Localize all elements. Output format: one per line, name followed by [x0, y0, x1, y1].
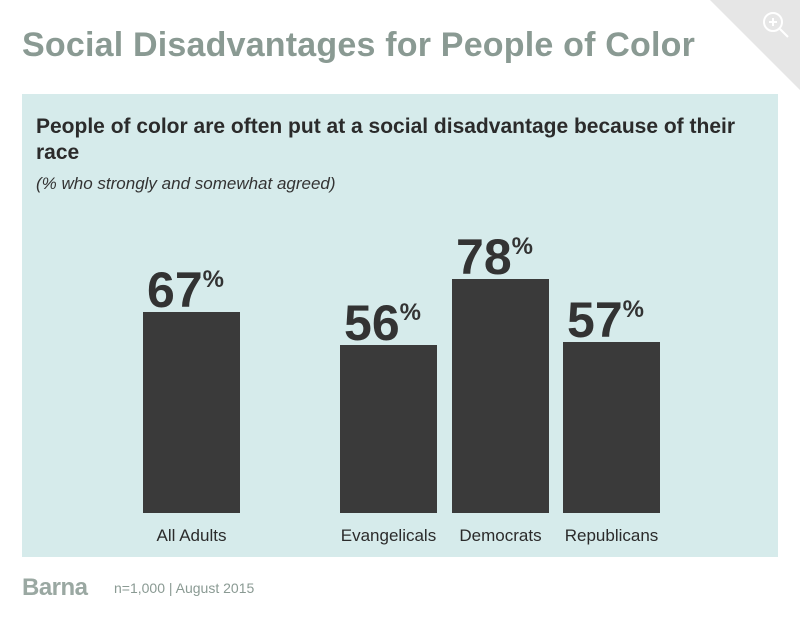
- category-label-evangelicals: Evangelicals: [341, 526, 436, 545]
- value-label-democrats: 78%: [456, 229, 533, 285]
- sample-note: n=1,000 | August 2015: [114, 580, 255, 596]
- barna-logo: Barna: [22, 574, 88, 601]
- bar-democrats: [452, 279, 549, 513]
- corner-fold: [710, 0, 800, 90]
- value-label-evangelicals: 56%: [344, 295, 421, 351]
- bar-republicans: [563, 342, 660, 513]
- value-label-all-adults: 67%: [147, 262, 224, 318]
- category-label-republicans: Republicans: [565, 526, 659, 545]
- chart-title: People of color are often put at a socia…: [36, 115, 736, 164]
- chart-subtitle: (% who strongly and somewhat agreed): [36, 174, 336, 193]
- page-title: Social Disadvantages for People of Color: [22, 26, 696, 64]
- category-label-all-adults: All Adults: [157, 526, 227, 545]
- zoom-in-icon[interactable]: [763, 12, 789, 38]
- category-label-democrats: Democrats: [459, 526, 541, 545]
- bar-evangelicals: [340, 345, 437, 513]
- value-label-republicans: 57%: [567, 292, 644, 348]
- zoom-corner[interactable]: [710, 0, 800, 90]
- bar-all-adults: [143, 312, 240, 513]
